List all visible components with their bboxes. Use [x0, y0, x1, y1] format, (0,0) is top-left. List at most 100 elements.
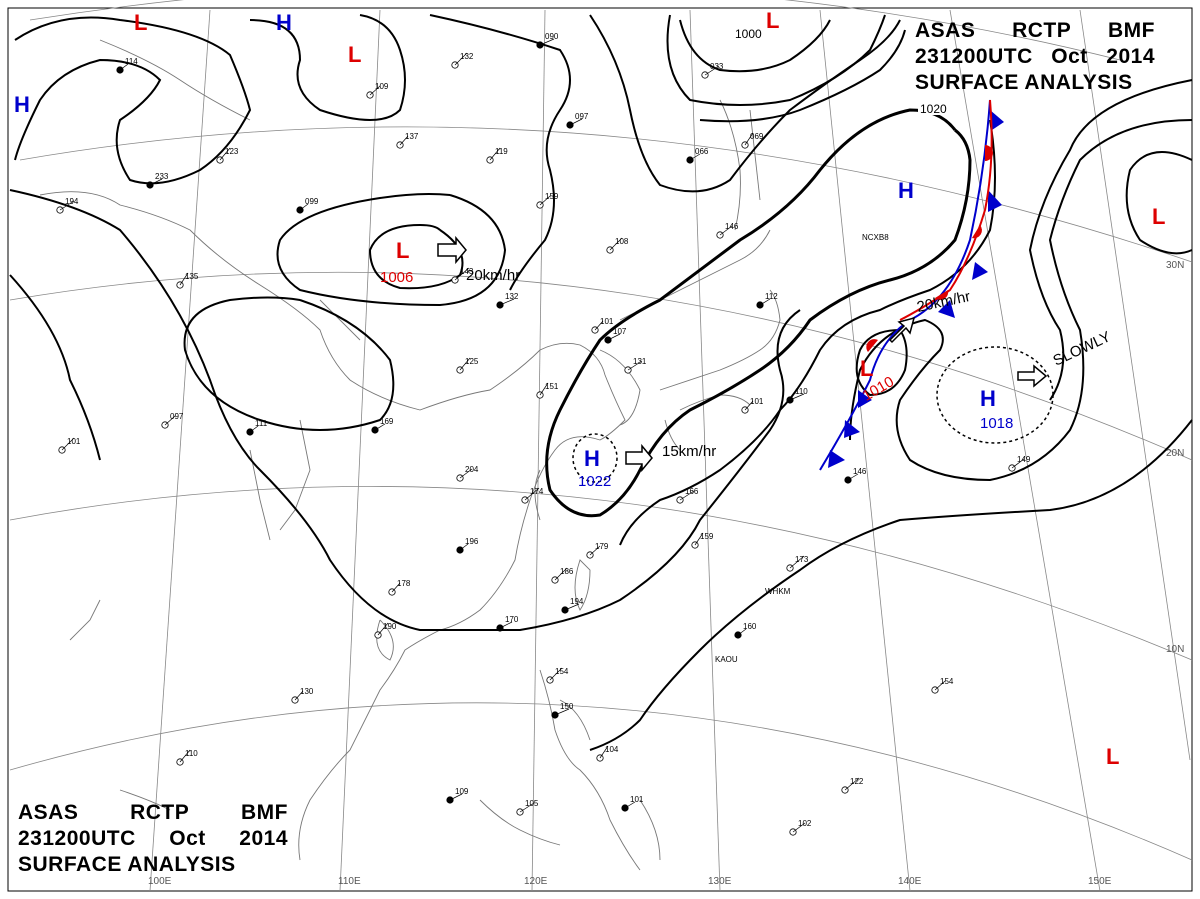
- lat-label: 20N: [1166, 448, 1184, 459]
- low-center: L: [766, 8, 779, 33]
- isobar-labels: 1000 1020: [733, 26, 952, 116]
- lon-label: 110E: [338, 876, 361, 887]
- station-pressure: 123: [225, 147, 239, 156]
- wind-barb: [459, 468, 473, 479]
- arrow-h5: [1017, 364, 1048, 388]
- lat-label: 30N: [1166, 260, 1184, 271]
- low-value-1006: 1006: [380, 269, 413, 286]
- isobar-1000: [679, 19, 831, 73]
- station-pressure: 169: [380, 417, 394, 426]
- lon-label: 140E: [898, 876, 922, 887]
- wind-barb: [539, 382, 549, 396]
- wind-barb: [61, 437, 75, 451]
- station-pressure: 101: [600, 317, 614, 326]
- station-pressure: 109: [455, 787, 469, 796]
- wind-barb: [374, 423, 386, 431]
- station-pressure: 204: [465, 465, 479, 474]
- station-pressure: 107: [613, 327, 627, 336]
- wind-barb: [294, 690, 304, 701]
- wind-barb: [249, 425, 259, 433]
- station-pressure: 110: [185, 749, 198, 758]
- station-pressure: 097: [575, 112, 589, 121]
- station-pressure: 132: [505, 292, 519, 301]
- warm-front: [866, 99, 993, 352]
- station-pressure: 196: [465, 537, 479, 546]
- wind-barb: [679, 490, 695, 501]
- wind-barb: [737, 628, 747, 636]
- station-pressure: 143: [460, 267, 474, 276]
- valid-month: Oct: [1051, 45, 1088, 68]
- station-pressure: 069: [750, 132, 764, 141]
- wind-barb: [369, 85, 381, 96]
- wind-barb: [459, 543, 469, 551]
- product-title: SURFACE ANALYSIS: [915, 71, 1133, 94]
- isobar-east-4: [1028, 79, 1193, 401]
- wind-barb: [1011, 458, 1025, 469]
- wind-barb: [607, 333, 621, 341]
- product-code: ASAS: [18, 801, 79, 824]
- wind-barb: [219, 147, 231, 161]
- wind-barb: [564, 603, 580, 611]
- station-pressure: 108: [615, 237, 629, 246]
- wind-barb: [499, 298, 515, 306]
- wind-barb: [149, 178, 163, 186]
- wind-barb: [744, 132, 754, 146]
- wind-barb: [164, 415, 176, 426]
- wind-barb: [549, 667, 563, 681]
- issuing-office: RCTP: [1012, 19, 1072, 42]
- valid-year: 2014: [1106, 45, 1155, 68]
- wind-barb: [179, 749, 191, 763]
- title-row-2: 231200UTC Oct 2014: [18, 826, 288, 852]
- isobar-h5-dashed: [936, 346, 1054, 444]
- lon-label: 100E: [148, 876, 172, 887]
- high-center: H: [14, 92, 30, 117]
- wind-barb: [119, 63, 129, 71]
- wind-barb: [391, 582, 401, 593]
- low-center: L: [1152, 204, 1165, 229]
- wind-barb: [719, 225, 733, 236]
- isobar-north-loops: [14, 16, 252, 185]
- issuing-office: RCTP: [130, 801, 190, 824]
- wind-barb: [299, 203, 309, 211]
- pressure-centers: H H H H H L L L L L L L: [14, 8, 1165, 769]
- valid-time: 231200UTC: [915, 45, 1033, 68]
- station-plots: 114 109 132 090 137 119 097 033 069 066 146 143 099 1…: [56, 32, 1031, 836]
- station-pressure: 033: [710, 62, 724, 71]
- station-pressure: 160: [743, 622, 757, 631]
- station-pressure: 066: [695, 147, 709, 156]
- station-pressure: 173: [795, 555, 809, 564]
- isobar-l3-outer: [276, 193, 507, 307]
- isobars: [9, 14, 1193, 751]
- station-pressure: 109: [375, 82, 389, 91]
- wind-barb: [589, 545, 601, 556]
- station-pressure: 099: [305, 197, 319, 206]
- wind-barb: [792, 822, 806, 833]
- high-value-1022: 1022: [578, 473, 611, 490]
- low-center: L: [860, 356, 873, 381]
- isobar-south-outer: [589, 419, 1193, 751]
- isobar-dashed: [572, 346, 1054, 483]
- station-pressure: 105: [525, 799, 539, 808]
- wind-barb: [609, 237, 623, 251]
- lon-label: 150E: [1088, 876, 1112, 887]
- wind-barb: [847, 473, 859, 481]
- wind-barb: [489, 147, 501, 161]
- longitude-grid: [149, 9, 1191, 892]
- valid-year: 2014: [239, 827, 288, 850]
- station-pressure: 194: [570, 597, 584, 606]
- wind-barb: [519, 802, 535, 813]
- station-pressure: 174: [530, 487, 544, 496]
- wind-barb: [599, 745, 609, 759]
- station-pressure: 159: [700, 532, 714, 541]
- station-pressure: 154: [555, 667, 569, 676]
- wind-barb: [744, 400, 754, 411]
- station-pressure: 125: [465, 357, 479, 366]
- station-pressure: 137: [405, 132, 419, 141]
- arrow-l3: [437, 235, 467, 265]
- valid-time: 231200UTC: [18, 827, 136, 850]
- wind-barb: [569, 118, 583, 126]
- station-pressure: 166: [685, 487, 699, 496]
- station-pressure: 194: [65, 197, 79, 206]
- wind-barb: [59, 200, 75, 211]
